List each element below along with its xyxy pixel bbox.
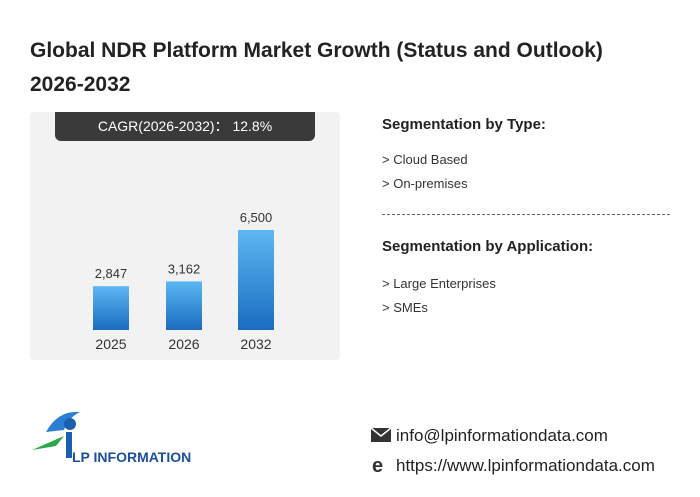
divider [382,214,670,215]
title: Global NDR Platform Market Growth (Statu… [30,39,603,96]
chart: 2,847 2025 3,162 2026 6,500 2032 [93,210,274,352]
cagr-value: 12.8% [232,118,273,134]
svg-text:e: e [372,455,383,475]
cagr-label: CAGR(2026-2032)： [97,118,229,134]
x-tick-label: 2025 [95,336,126,352]
cagr-badge: CAGR(2026-2032)： 12.8% [55,112,315,141]
logo-swoosh [46,411,80,432]
segment-item: > Large Enterprises [382,276,496,291]
email: info@lpinformationdata.com [396,426,608,445]
logo: LP INFORMATION [32,411,191,465]
segment-title: Segmentation by Application: [382,238,594,255]
value-label: 2,847 [95,266,128,281]
web-icon: e [372,455,383,475]
bar [238,230,274,330]
value-label: 3,162 [168,261,201,276]
logo-dot [64,418,76,430]
logo-swoosh [32,436,64,450]
logo-bar [66,432,72,458]
email-icon [370,427,392,442]
logo-text: LP INFORMATION [72,449,191,465]
x-tick-label: 2032 [240,336,271,352]
x-tick-label: 2026 [168,336,199,352]
bar [93,286,129,330]
segment-item: > On-premises [382,176,468,191]
bar [166,281,202,330]
value-label: 6,500 [240,210,273,225]
website: https://www.lpinformationdata.com [396,456,655,475]
segment-item: > Cloud Based [382,152,468,167]
segment-item: > SMEs [382,300,428,315]
segment-title: Segmentation by Type: [382,116,546,133]
